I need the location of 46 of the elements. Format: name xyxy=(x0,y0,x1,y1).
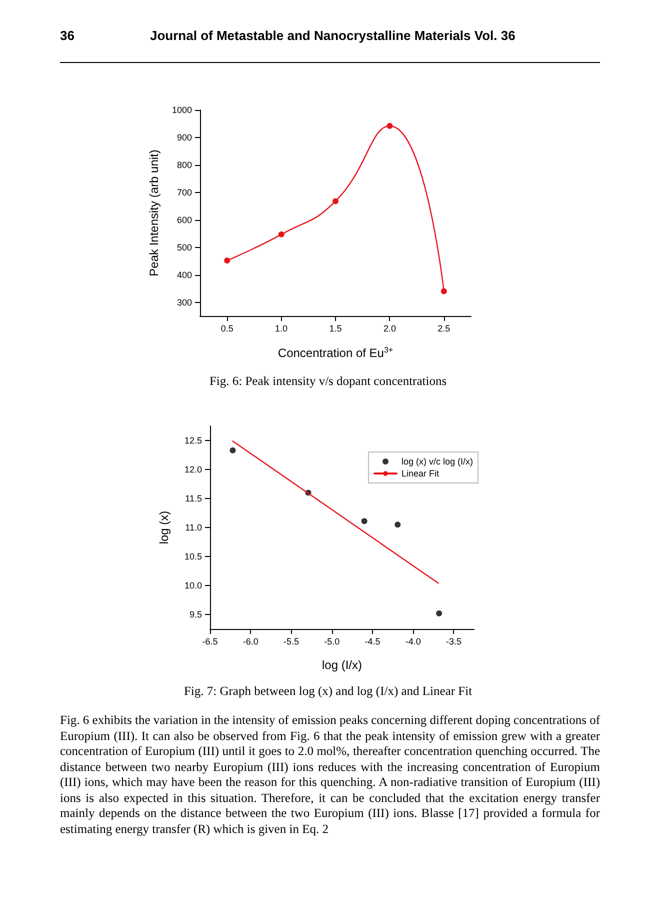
caption: Fig. 6 exhibits the variation in the intensity of emission peaks concerning different doping concentrations of Europium (III). It can also be observed from Fig. 6 that the peak intensity of emission grew with a greater concentration of Europium (III) until it goes to 2.0 mol%, thereafter concentration quenching occurred. The distance between two nearby Europium (III) ions reduces with the increasing concentration of Europium (III) ions, which may have been the reason for this quenching. A non-radiative transition of Europium (III) ions is also expected in this situation. Therefore, it can be concluded that the excitation energy transfer mainly depends on the distance between the two Europium (III) ions. Blasse [17] provided a formula for estimating energy transfer (R) which is given in Eq. 2 xyxy=(60,713,600,837)
point xyxy=(332,198,338,204)
x-tick-label: -6.5 xyxy=(202,636,218,646)
y-tick-label: 10.5 xyxy=(184,552,202,562)
x-tick-label: 1.0 xyxy=(275,324,288,334)
x-tick-label: -4.0 xyxy=(405,636,421,646)
y-tick-label: 500 xyxy=(176,242,192,252)
x-tick-label: -5.0 xyxy=(324,636,340,646)
point xyxy=(436,610,442,616)
y-tick-label: 10.0 xyxy=(184,580,202,590)
text: Fig. 7: Graph between log (x) and log (I/x) and Linear Fit xyxy=(182,684,474,699)
x-tick-label: -3.5 xyxy=(446,636,462,646)
legend-label: log (x) v/c log (I/x) xyxy=(401,456,474,466)
point xyxy=(386,122,393,129)
point xyxy=(230,447,236,454)
x-tick-label: 2.5 xyxy=(438,324,450,334)
x-tick-label: -6.0 xyxy=(242,636,258,646)
x-tick-label: 2.0 xyxy=(383,324,396,334)
y-tick-label: 12.5 xyxy=(184,436,202,446)
y-tick-label: 600 xyxy=(176,214,192,225)
point xyxy=(394,522,401,528)
x-tick-label: 1.5 xyxy=(329,324,342,334)
y-tick-label: 400 xyxy=(176,270,192,280)
point xyxy=(440,288,447,294)
y-tick-label: 700 xyxy=(176,187,192,198)
y-tick-label: 9.5 xyxy=(189,610,202,620)
y-axis-title: log (x) xyxy=(157,510,171,544)
point xyxy=(224,258,230,264)
y-tick-label: 300 xyxy=(176,297,192,308)
y-tick-label: 12.0 xyxy=(184,464,202,474)
x-tick-label: 0.5 xyxy=(220,324,234,334)
text: 36 xyxy=(60,28,76,43)
point xyxy=(278,231,284,238)
y-tick-label: 11.0 xyxy=(185,522,202,532)
y-axis-title: Peak Intensity (arb unit) xyxy=(147,150,161,276)
text: Journal of Metastable and Nanocrystalline Materials Vol. 36 xyxy=(150,28,516,43)
y-tick-label: 1000 xyxy=(172,105,192,115)
y-tick-label: 900 xyxy=(176,132,192,142)
point xyxy=(361,518,368,524)
x-tick-label: -4.5 xyxy=(364,636,380,646)
x-tick-label: -5.5 xyxy=(283,636,299,646)
x-axis-title: log (I/x) xyxy=(322,658,362,672)
text: Fig. 6: Peak intensity v/s dopant concentrations xyxy=(208,374,448,389)
y-tick-label: 800 xyxy=(176,160,192,170)
legend-label: Linear Fit xyxy=(401,468,440,478)
y-tick-label: 11.5 xyxy=(185,494,202,504)
